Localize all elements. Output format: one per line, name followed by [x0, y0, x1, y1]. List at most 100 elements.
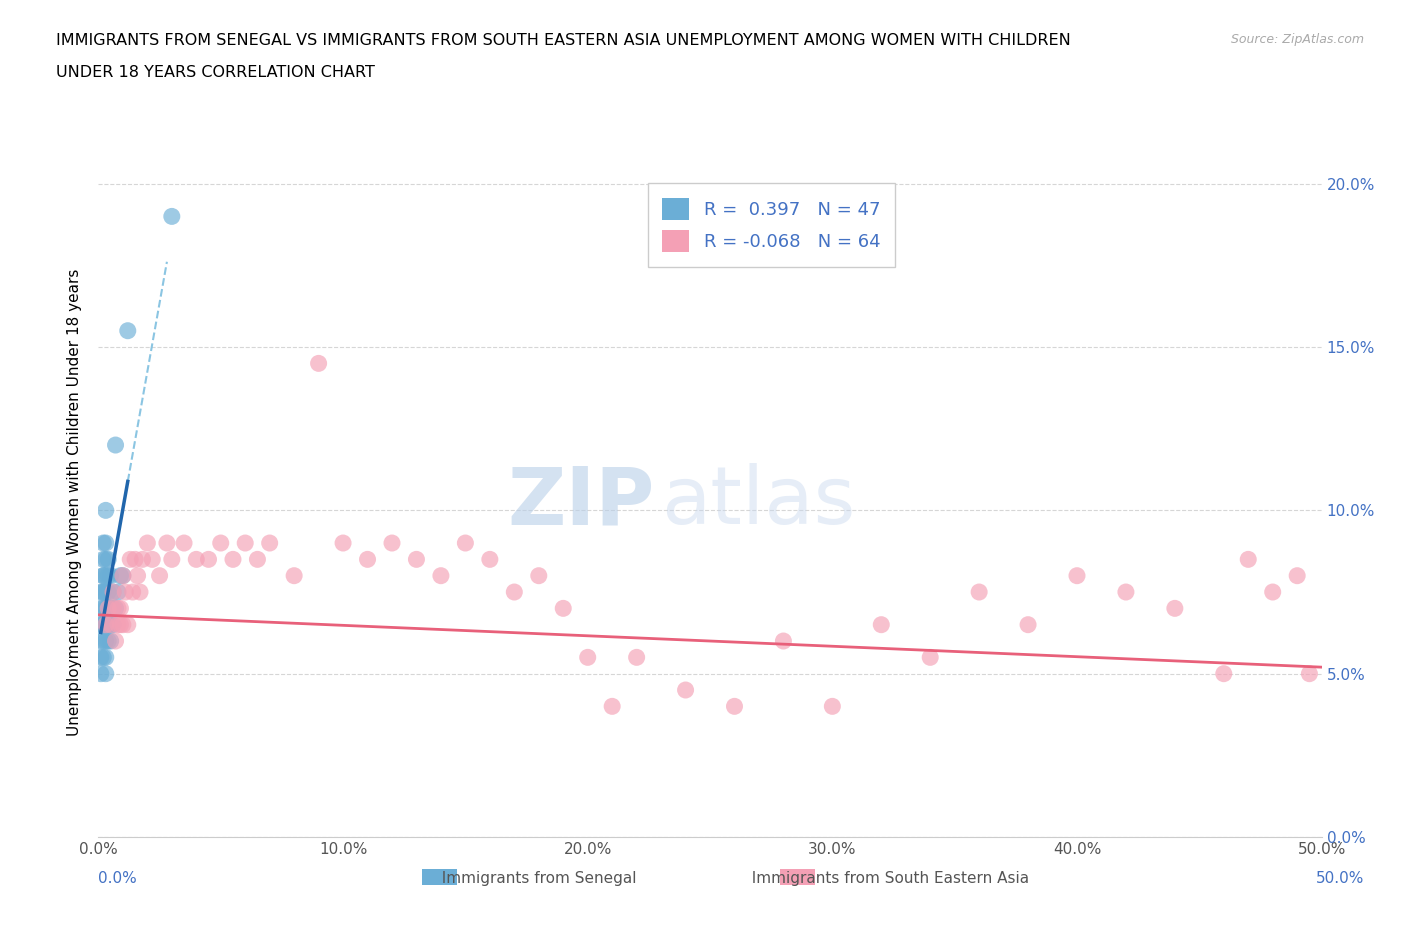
Point [94, 618, 117, 632]
Point [141, 551, 163, 566]
Point [94, 568, 117, 583]
Point [97, 618, 120, 632]
Point [97, 601, 120, 616]
Point [308, 356, 330, 371]
Point [131, 551, 153, 566]
Point [120, 551, 142, 566]
Point [233, 536, 256, 551]
Point [90, 633, 112, 648]
Point [222, 551, 245, 566]
Point [90, 601, 112, 616]
Point [101, 601, 124, 616]
Point [97, 568, 120, 583]
Point [101, 585, 124, 600]
Text: atlas: atlas [661, 463, 855, 541]
Point [527, 568, 550, 583]
Point [186, 551, 208, 566]
Point [1237, 551, 1260, 566]
Point [246, 551, 269, 566]
Point [173, 536, 195, 551]
Point [821, 699, 844, 714]
Point [94, 503, 117, 518]
Point [91, 551, 114, 566]
Point [104, 601, 127, 616]
Point [124, 551, 146, 566]
Point [117, 324, 139, 339]
Text: UNDER 18 YEARS CORRELATION CHART: UNDER 18 YEARS CORRELATION CHART [56, 65, 375, 80]
Point [107, 618, 129, 632]
Point [576, 650, 599, 665]
Point [100, 618, 122, 632]
Point [97, 601, 120, 616]
Point [100, 633, 122, 648]
Point [111, 568, 134, 583]
Text: Immigrants from Senegal: Immigrants from Senegal [432, 871, 637, 886]
Point [675, 683, 697, 698]
Text: Immigrants from South Eastern Asia: Immigrants from South Eastern Asia [742, 871, 1029, 886]
Point [405, 551, 427, 566]
Point [94, 618, 117, 632]
Y-axis label: Unemployment Among Women with Children Under 18 years: Unemployment Among Women with Children U… [67, 269, 83, 736]
Point [111, 568, 134, 583]
Point [101, 601, 124, 616]
Point [259, 536, 281, 551]
Point [94, 536, 117, 551]
Point [381, 536, 404, 551]
Point [1017, 618, 1039, 632]
Point [94, 551, 117, 566]
Text: 50.0%: 50.0% [1316, 871, 1364, 886]
Text: 0.0%: 0.0% [98, 871, 138, 886]
Point [101, 618, 124, 632]
Point [117, 618, 139, 632]
Point [136, 536, 159, 551]
Point [110, 601, 132, 616]
Point [104, 633, 127, 648]
Point [111, 618, 134, 632]
Point [967, 585, 990, 600]
Point [91, 568, 114, 583]
Text: Source: ZipAtlas.com: Source: ZipAtlas.com [1230, 33, 1364, 46]
Point [772, 633, 794, 648]
Point [100, 568, 122, 583]
Legend: R =  0.397   N = 47, R = -0.068   N = 64: R = 0.397 N = 47, R = -0.068 N = 64 [648, 183, 894, 267]
Point [110, 568, 132, 583]
Point [121, 585, 143, 600]
Point [107, 601, 129, 616]
Text: ZIP: ZIP [508, 463, 655, 541]
Point [90, 618, 112, 632]
Point [91, 568, 114, 583]
Point [478, 551, 501, 566]
Point [94, 650, 117, 665]
Point [129, 585, 152, 600]
Point [1298, 666, 1320, 681]
Point [100, 618, 122, 632]
Point [90, 666, 112, 681]
Point [156, 536, 179, 551]
Point [91, 536, 114, 551]
Point [1212, 666, 1234, 681]
Text: IMMIGRANTS FROM SENEGAL VS IMMIGRANTS FROM SOUTH EASTERN ASIA UNEMPLOYMENT AMONG: IMMIGRANTS FROM SENEGAL VS IMMIGRANTS FR… [56, 33, 1071, 47]
Point [110, 618, 132, 632]
Point [90, 585, 112, 600]
Point [97, 551, 120, 566]
Point [503, 585, 526, 600]
Point [197, 551, 219, 566]
Point [723, 699, 745, 714]
Point [1261, 585, 1284, 600]
Point [97, 633, 120, 648]
Point [160, 209, 183, 224]
Point [97, 585, 120, 600]
Point [104, 438, 127, 453]
Point [553, 601, 575, 616]
Point [149, 568, 172, 583]
Point [94, 633, 117, 648]
Point [91, 585, 114, 600]
Point [870, 618, 893, 632]
Point [114, 585, 136, 600]
Point [91, 601, 114, 616]
Point [332, 536, 354, 551]
Point [160, 551, 183, 566]
Point [209, 536, 232, 551]
Point [920, 650, 942, 665]
Point [91, 618, 114, 632]
